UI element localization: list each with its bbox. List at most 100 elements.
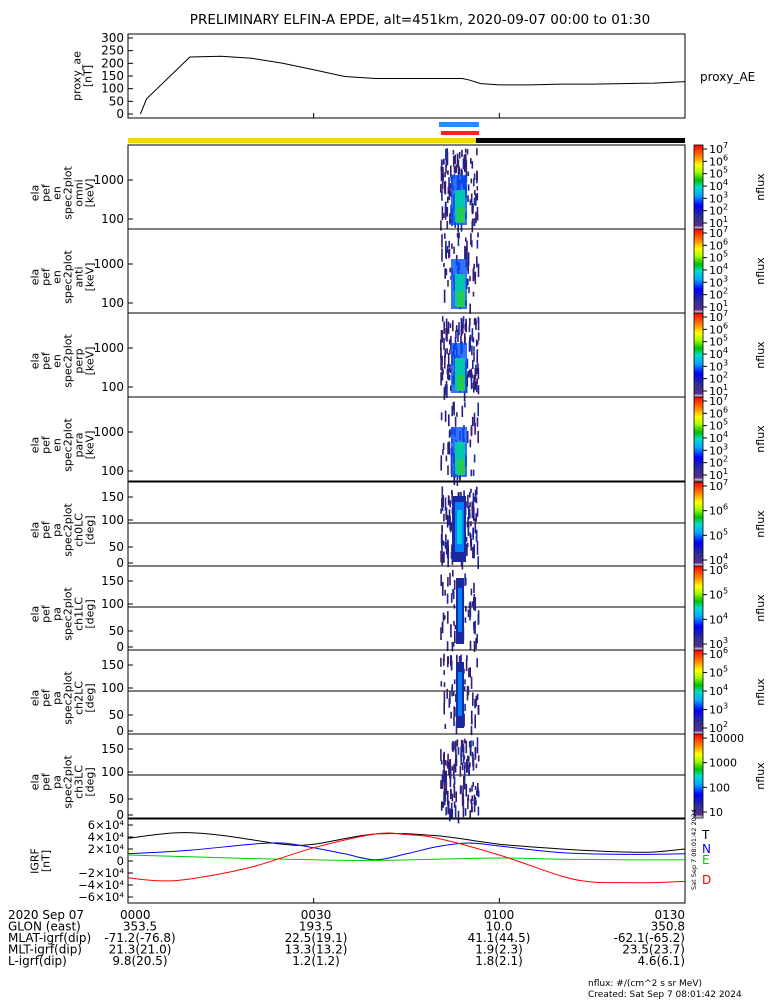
spectrogram-cell [471,203,474,215]
spectrogram-cell [448,240,450,248]
spectrogram-cell [477,556,479,569]
spectrogram-cell [468,512,471,519]
igrf-legend-N: N [702,842,711,856]
ytick-label: 0 [116,640,124,654]
spectrogram-cell [442,449,444,455]
xaxis-time-label: 0000 [120,908,151,922]
spectrogram-cell [477,368,480,380]
proxy-ae-ylabel: proxy_ae[nT] [71,51,95,101]
spectrogram-cell [447,364,449,371]
spectrogram-cell [468,763,470,777]
spectrogram-cell [473,454,476,463]
spectrogram-cell [443,513,445,522]
spectrogram-cell [444,777,446,782]
spectrogram-cell [441,621,444,634]
spectrogram-cell [467,195,469,202]
xaxis-annotation-cell: 193.5 [299,920,333,934]
spectrogram-cell [443,181,446,194]
colorbar-tick-exponent: 4 [723,430,728,439]
spectrogram-cell [466,431,469,444]
spectrogram-cell [461,740,464,753]
ytick-label: 50 [109,792,124,806]
spectrogram-cell [458,588,462,632]
spectrogram-cell [477,232,479,238]
spectrogram-cell [465,658,468,672]
spectrogram-cell [443,757,445,769]
spectrogram-cell [450,165,452,177]
spectrogram-cell [441,537,443,549]
spectrogram-cell [440,184,442,193]
spectrogram-cell [450,711,452,719]
spectrogram-cell [458,322,460,336]
spectrogram-cell [450,802,453,816]
spectrogram-cell [455,358,465,390]
spectrogram-cell [441,316,444,322]
ylabel-line: proxy_ae [71,51,84,101]
spectrogram-cell [473,625,476,634]
colorbar-tick-exponent: 5 [723,334,728,343]
spectrogram-cell [472,506,475,512]
spectrogram-cell [468,756,470,762]
spectrogram-cell [469,667,471,678]
spectrogram-cell [443,653,445,662]
spectrogram-cell [469,339,471,351]
spectrogram-cell [440,412,443,421]
spectrogram-cell [440,220,442,231]
spectrogram-cell [468,337,471,342]
spectrogram-cell [443,779,446,786]
proxy-ae-axes [127,33,686,119]
spectrogram-cell [472,469,475,476]
colorbar-tick-label: 10 [709,806,723,819]
spectrogram-cell [457,219,459,233]
spectrogram-cell [473,318,476,325]
ylabel-line: en [51,270,64,284]
colorbar-tick-exponent: 3 [723,358,728,367]
spectrogram-cell [443,682,446,688]
spectrogram-panels: elapefenspec2plotomni[keV]10010001011021… [29,141,767,824]
spectrogram-cell [471,751,474,758]
panel-axes [127,565,686,651]
ylabel-line: [keV] [84,431,97,460]
spectrogram-cell [449,267,451,273]
spectrogram-cell [471,718,473,725]
ytick-label: 100 [101,513,124,527]
ylabel-line: ela [29,522,42,539]
panel-axes [127,228,686,314]
spectrogram-cell [473,640,476,652]
spectrogram-cell [457,233,460,247]
spectrogram-cell [443,670,445,675]
spectrogram-cell [441,557,444,562]
ytick-label: 50 [109,94,124,108]
colorbar-tick-label: 104 [709,683,728,698]
spectrogram-cell [441,500,444,512]
igrf-line-N [127,842,686,861]
spectrogram-cell [463,389,466,402]
spectrogram-cell [443,337,445,350]
spectrogram-cell [453,166,456,173]
spectrogram-cell [457,329,459,342]
spectrogram-cell [445,318,448,328]
spectrogram-cell [443,793,446,806]
spectrogram-cell [477,316,480,324]
spectrogram-cell [448,516,450,526]
spectrogram-cell [465,252,468,265]
spectrogram-cell [443,551,445,558]
spectrogram-cell [440,460,442,471]
shadow-bar [476,138,685,143]
ylabel-line: pa [51,607,64,621]
panel-pa-ch3: elapefpaspec2plotch3LC[deg]0501001501010… [29,732,767,824]
spectrogram-cell [456,472,459,486]
spectrogram-cell [464,679,466,685]
spectrogram-cell [466,543,468,557]
spectrogram-cell [447,280,449,287]
spectrogram-cell [472,547,474,559]
spectrogram-cell [469,601,471,608]
spectrogram-cell [464,703,466,712]
spectrogram-cell [470,521,472,527]
colorbar-tick-exponent: 2 [723,203,728,212]
spectrogram-cell [443,387,446,400]
spectrogram-cell [472,782,474,787]
spectrogram-cell [444,172,446,178]
